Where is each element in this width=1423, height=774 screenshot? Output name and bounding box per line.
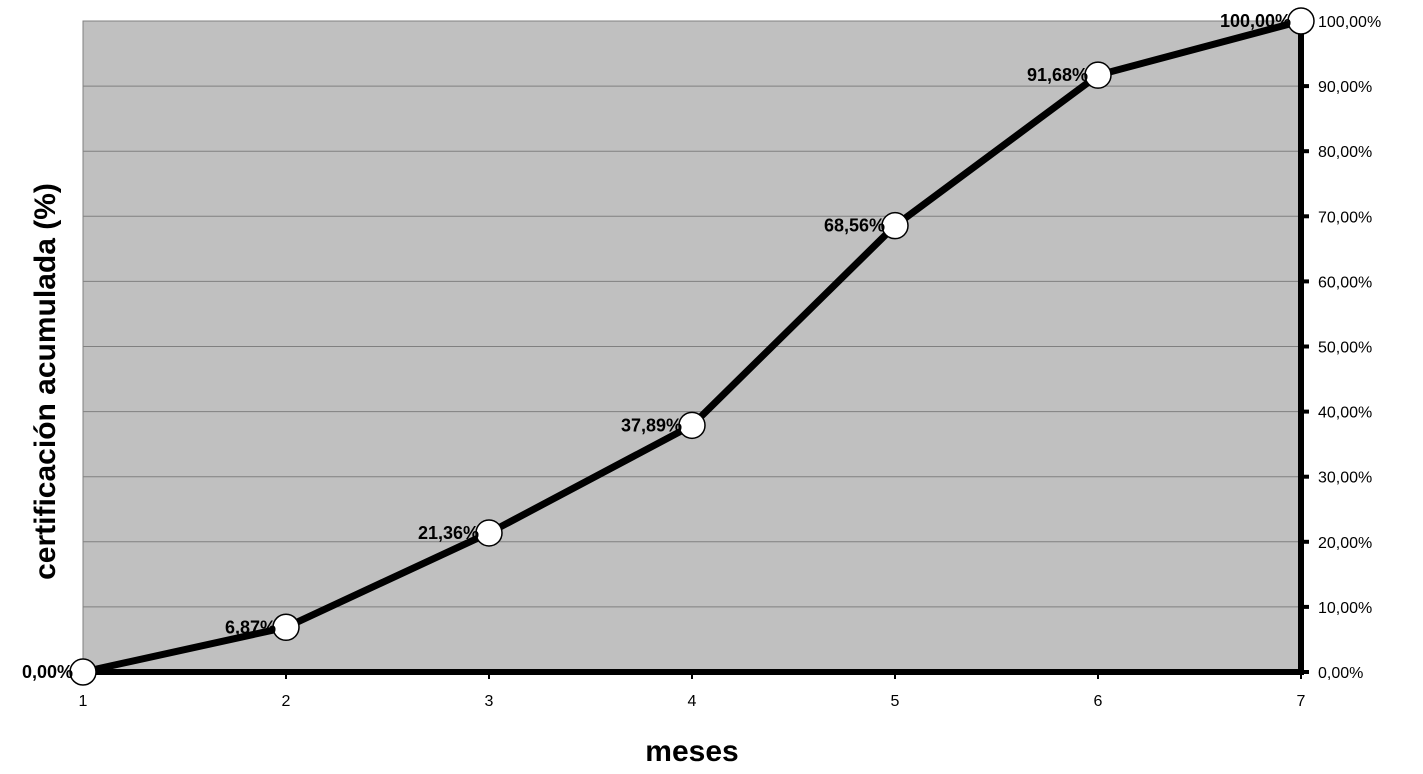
y-axis-title: certificación acumulada (%) xyxy=(29,183,62,580)
data-point-0-4 xyxy=(881,211,909,240)
y-tick-label-7: 70,00% xyxy=(1318,209,1372,226)
y-tick-label-5: 50,00% xyxy=(1318,340,1372,357)
y-tick-label-6: 60,00% xyxy=(1318,274,1372,291)
y-tick-label-8: 80,00% xyxy=(1318,144,1372,161)
data-point-0-0 xyxy=(69,658,97,686)
data-labels: 0,00% 6,87% 21,36% 37,89% 68,56% 91,68% 100,00… xyxy=(22,11,1291,682)
data-label-0-5: 91,68% xyxy=(1027,65,1088,85)
y-tick-label-10: 100,00% xyxy=(1318,14,1381,31)
data-label-0-6: 100,00% xyxy=(1220,11,1291,31)
gridlines xyxy=(83,20,1301,608)
y-tick-label-4: 40,00% xyxy=(1318,405,1372,422)
data-point-0-2 xyxy=(475,519,503,547)
series-layer xyxy=(69,7,1315,686)
x-ticks: 1 2 3 4 5 6 7 xyxy=(79,672,1306,710)
y-ticks: 0,00% 10,00% 20,00% 30,00% 40,00% 50,00% 60,00… xyxy=(1301,14,1381,682)
x-tick-label-5: 6 xyxy=(1094,693,1103,710)
x-tick-label-1: 2 xyxy=(282,693,291,710)
x-axis-title: meses xyxy=(645,735,738,768)
y-tick-label-0: 0,00% xyxy=(1318,665,1363,682)
data-point-0-1 xyxy=(272,613,300,642)
x-tick-label-6: 7 xyxy=(1297,693,1306,710)
data-label-0-4: 68,56% xyxy=(824,216,885,236)
x-tick-label-3: 4 xyxy=(688,693,697,710)
data-point-0-3 xyxy=(678,411,706,440)
data-label-0-1: 6,87% xyxy=(225,617,276,637)
y-tick-label-1: 10,00% xyxy=(1318,600,1372,617)
x-tick-label-0: 1 xyxy=(79,693,88,710)
x-tick-label-2: 3 xyxy=(485,693,494,710)
data-label-0-0: 0,00% xyxy=(22,662,73,682)
y-tick-label-3: 30,00% xyxy=(1318,470,1372,487)
data-label-0-2: 21,36% xyxy=(418,523,479,543)
data-label-0-3: 37,89% xyxy=(621,415,682,435)
data-point-0-5 xyxy=(1084,61,1112,89)
data-point-0-6 xyxy=(1287,7,1315,35)
y-tick-label-2: 20,00% xyxy=(1318,535,1372,552)
x-tick-label-4: 5 xyxy=(891,693,900,710)
y-tick-label-9: 90,00% xyxy=(1318,79,1372,96)
